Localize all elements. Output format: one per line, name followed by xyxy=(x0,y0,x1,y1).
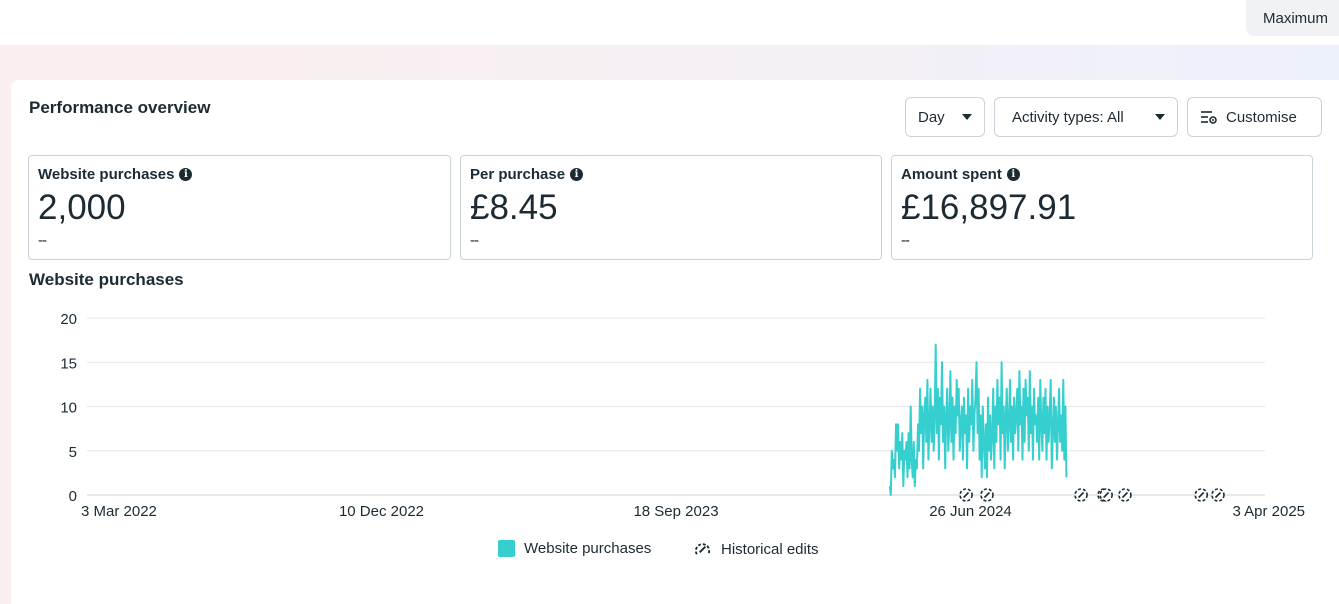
website-purchases-chart: 0 5 10 15 20 3 Mar 2022 10 Dec 2022 18 Sep 2023… xyxy=(60,311,1305,520)
x-tick-label: 18 Sep 2023 xyxy=(633,503,718,520)
info-icon[interactable]: i xyxy=(570,168,584,181)
chart-title: Website purchases xyxy=(29,270,184,289)
metric-label: Per purchase xyxy=(470,166,566,183)
historical-edit-marker xyxy=(1118,488,1132,502)
caret-down-icon xyxy=(962,114,972,120)
day-dropdown[interactable]: Day xyxy=(905,97,985,137)
info-icon[interactable]: i xyxy=(1006,168,1020,181)
metric-delta: -- xyxy=(38,232,47,249)
historical-edit-marker xyxy=(1099,488,1113,502)
metric-label: Website purchases xyxy=(38,166,175,183)
caret-down-icon xyxy=(1155,114,1165,120)
historical-edit-marker-needle xyxy=(1121,491,1129,499)
legend-item-historical-edits[interactable]: Historical edits xyxy=(693,540,819,559)
metric-value: £16,897.91 xyxy=(901,188,1077,227)
page-title: Performance overview xyxy=(29,98,211,117)
metric-card-website-purchases[interactable]: Website purchases i 2,000 -- xyxy=(28,155,451,260)
series-swatch-icon xyxy=(498,540,515,557)
x-tick-label: 3 Apr 2025 xyxy=(1232,503,1305,520)
historical-edit-marker xyxy=(959,488,973,502)
historical-edit-marker-needle xyxy=(1198,491,1205,499)
y-tick-label: 10 xyxy=(60,400,77,417)
historical-edit-marker-needle xyxy=(962,491,970,499)
historical-edit-marker xyxy=(980,488,994,502)
info-icon[interactable]: i xyxy=(179,168,193,181)
y-tick-label: 20 xyxy=(60,311,77,328)
day-dropdown-label: Day xyxy=(918,108,945,126)
x-tick-label: 10 Dec 2022 xyxy=(339,503,424,520)
series-line-website-purchases xyxy=(888,343,1068,496)
legend-item-website-purchases[interactable]: Website purchases xyxy=(498,540,651,557)
customise-icon xyxy=(1201,111,1217,124)
metric-label: Amount spent xyxy=(901,166,1002,183)
metric-delta: -- xyxy=(901,232,910,249)
metric-value: 2,000 xyxy=(38,188,126,227)
metric-card-amount-spent[interactable]: Amount spent i £16,897.91 -- xyxy=(891,155,1313,260)
activity-types-dropdown[interactable]: Activity types: All xyxy=(994,97,1178,137)
metric-delta: -- xyxy=(470,232,479,249)
historical-edit-marker xyxy=(1211,488,1225,502)
activity-types-label: Activity types: All xyxy=(1012,108,1124,126)
x-tick-label: 26 Jun 2024 xyxy=(929,503,1012,520)
metric-value: £8.45 xyxy=(470,188,558,227)
legend-label: Historical edits xyxy=(721,541,819,558)
historical-edit-marker-needle xyxy=(1077,491,1085,499)
historical-edit-marker-needle xyxy=(983,491,991,499)
metric-card-per-purchase[interactable]: Per purchase i £8.45 -- xyxy=(460,155,882,260)
legend-label: Website purchases xyxy=(524,540,652,557)
y-tick-label: 0 xyxy=(69,488,77,505)
x-tick-label: 3 Mar 2022 xyxy=(81,503,157,520)
historical-edit-marker xyxy=(1194,488,1209,502)
historical-edit-marker xyxy=(1074,488,1088,502)
customise-button[interactable]: Customise xyxy=(1187,97,1322,137)
maximum-button[interactable]: Maximum xyxy=(1246,0,1339,36)
customise-label: Customise xyxy=(1226,108,1297,126)
historical-edit-icon xyxy=(694,543,711,555)
historical-edit-marker-needle xyxy=(1214,491,1222,499)
y-tick-label: 5 xyxy=(69,444,77,461)
top-bar: Maximum xyxy=(0,0,1339,45)
historical-edit-marker-needle xyxy=(1103,491,1110,499)
y-tick-label: 15 xyxy=(60,355,77,372)
